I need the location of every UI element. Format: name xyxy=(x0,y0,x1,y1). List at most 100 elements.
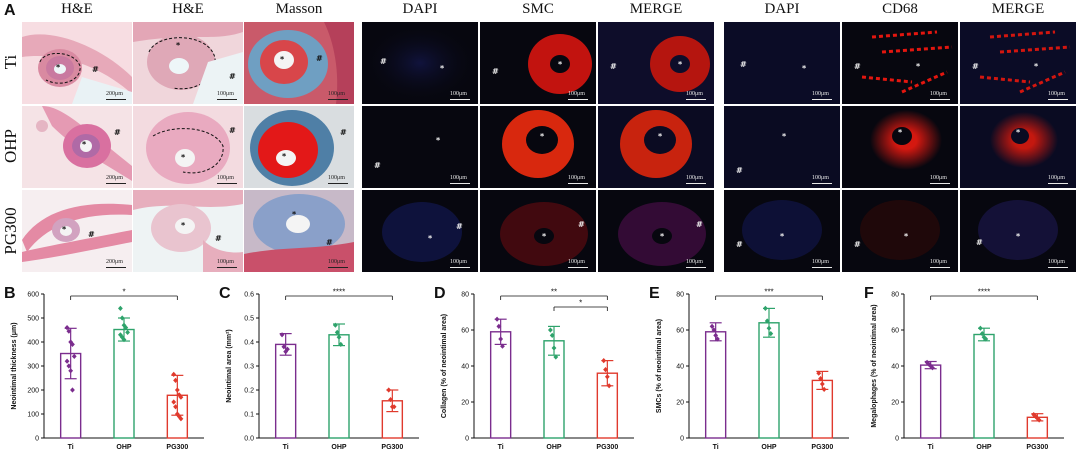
y-axis-label: Megalophages (% of neointimal area) xyxy=(871,304,878,427)
micrograph-masson-ohp: * # 100μm xyxy=(244,106,354,188)
fluor-merge-cd68-ti: # * 100μm xyxy=(960,22,1076,104)
data-point xyxy=(68,368,74,374)
lumen-mark: * xyxy=(898,128,903,137)
y-tick-label: 0.4 xyxy=(244,340,254,347)
outer-mark: # xyxy=(610,62,617,71)
scale-bar xyxy=(686,99,706,100)
outer-mark: # xyxy=(854,240,861,249)
scale-bar xyxy=(217,267,237,268)
data-point xyxy=(498,336,504,342)
data-point xyxy=(709,323,715,329)
column-header-merge-smc: MERGE xyxy=(629,1,683,17)
y-tick-label: 200 xyxy=(27,388,39,395)
outer-mark: # xyxy=(229,72,236,81)
lumen-mark: * xyxy=(678,60,683,69)
data-point xyxy=(983,336,989,342)
significance-label: * xyxy=(122,288,125,297)
x-tick-label: PG300 xyxy=(166,444,188,451)
data-point xyxy=(768,331,774,337)
lumen-mark: * xyxy=(540,132,545,141)
scale-bar xyxy=(930,183,950,184)
bar-chart-d: 0 20 40 60 80 Collagen (% of neointimal area)… xyxy=(441,288,634,451)
column-header-he-1: H&E xyxy=(61,1,93,17)
y-tick-label: 0 xyxy=(465,436,469,443)
scale-bar xyxy=(568,267,588,268)
data-point xyxy=(118,305,123,311)
data-point xyxy=(494,316,500,322)
panel-letter-f: F xyxy=(864,285,874,302)
fluor-smc-ti: # * 100μm xyxy=(480,22,596,104)
bar xyxy=(919,364,942,439)
data-point xyxy=(763,305,768,311)
fluor-dapi-smc-ti: # * 100μm xyxy=(362,22,478,104)
lumen-mark: * xyxy=(56,63,61,72)
x-tick-label: PG300 xyxy=(811,444,833,451)
fluor-merge-smc-ohp: * 100μm xyxy=(598,106,714,188)
fluor-cd68-ohp: * 100μm xyxy=(842,106,958,188)
outer-mark: # xyxy=(380,57,387,66)
scale-label: 100μm xyxy=(686,259,703,265)
scale-label: 100μm xyxy=(686,91,703,97)
scale-bar xyxy=(328,267,348,268)
data-point xyxy=(64,358,70,364)
data-point xyxy=(551,345,557,351)
lumen-mark: * xyxy=(181,221,186,230)
bar xyxy=(274,343,297,439)
scale-label: 100μm xyxy=(217,91,234,97)
micrograph-he-high-pg300: * # 100μm xyxy=(133,190,243,272)
data-point xyxy=(391,404,397,410)
x-tick-label: OHP xyxy=(116,444,132,451)
scale-label: 100μm xyxy=(568,175,585,181)
bar xyxy=(489,331,512,439)
scale-label: 200μm xyxy=(106,259,123,265)
fluor-cd68-ti: # * 100μm xyxy=(842,22,958,104)
y-tick-label: 0.2 xyxy=(244,388,254,395)
outer-mark: # xyxy=(736,240,743,249)
data-point xyxy=(711,327,717,333)
data-point xyxy=(176,392,182,398)
scale-label: 100μm xyxy=(812,259,829,265)
data-point xyxy=(978,325,983,331)
x-tick-label: PG300 xyxy=(381,444,403,451)
fluor-dapi-cd68-pg300: # * 100μm xyxy=(724,190,840,272)
lumen-mark: * xyxy=(176,41,181,50)
data-point xyxy=(68,339,74,345)
scale-label: 100μm xyxy=(812,175,829,181)
scale-label: 100μm xyxy=(328,259,345,265)
significance-label: **** xyxy=(333,288,345,297)
bar-chart-c: 0.0 0.1 0.2 0.3 0.4 0.5 0.6 Neointimal area (mm… xyxy=(226,288,419,451)
column-header-he-2: H&E xyxy=(172,1,204,17)
data-point xyxy=(125,329,130,335)
x-tick-label: OHP xyxy=(761,444,777,451)
column-header-merge-cd68: MERGE xyxy=(991,1,1045,17)
data-point xyxy=(603,367,608,373)
outer-mark: # xyxy=(340,128,347,137)
data-point xyxy=(338,341,344,347)
y-tick-label: 300 xyxy=(27,364,39,371)
scale-bar xyxy=(812,99,832,100)
scale-label: 200μm xyxy=(106,91,123,97)
scale-bar xyxy=(106,183,126,184)
scale-bar xyxy=(217,99,237,100)
lumen-mark: * xyxy=(542,232,547,241)
fluor-merge-smc-pg300: # * 100μm xyxy=(598,190,714,272)
lumen-mark: * xyxy=(436,136,441,145)
x-tick-label: Ti xyxy=(713,444,719,451)
data-point xyxy=(606,383,612,389)
outer-mark: # xyxy=(976,238,983,247)
y-tick-label: 60 xyxy=(461,328,469,335)
scale-bar xyxy=(106,267,126,268)
outer-mark: # xyxy=(696,220,703,229)
data-point xyxy=(281,344,287,350)
data-point xyxy=(766,325,772,331)
x-tick-label: OHP xyxy=(546,444,562,451)
y-tick-label: 40 xyxy=(676,364,684,371)
significance-label: **** xyxy=(978,288,990,297)
scale-bar xyxy=(930,267,950,268)
scale-label: 100μm xyxy=(812,91,829,97)
scale-label: 100μm xyxy=(930,259,947,265)
lumen-mark: * xyxy=(558,60,563,69)
lumen-mark: * xyxy=(292,210,297,219)
data-point xyxy=(604,374,610,380)
significance-label: ** xyxy=(551,288,557,297)
